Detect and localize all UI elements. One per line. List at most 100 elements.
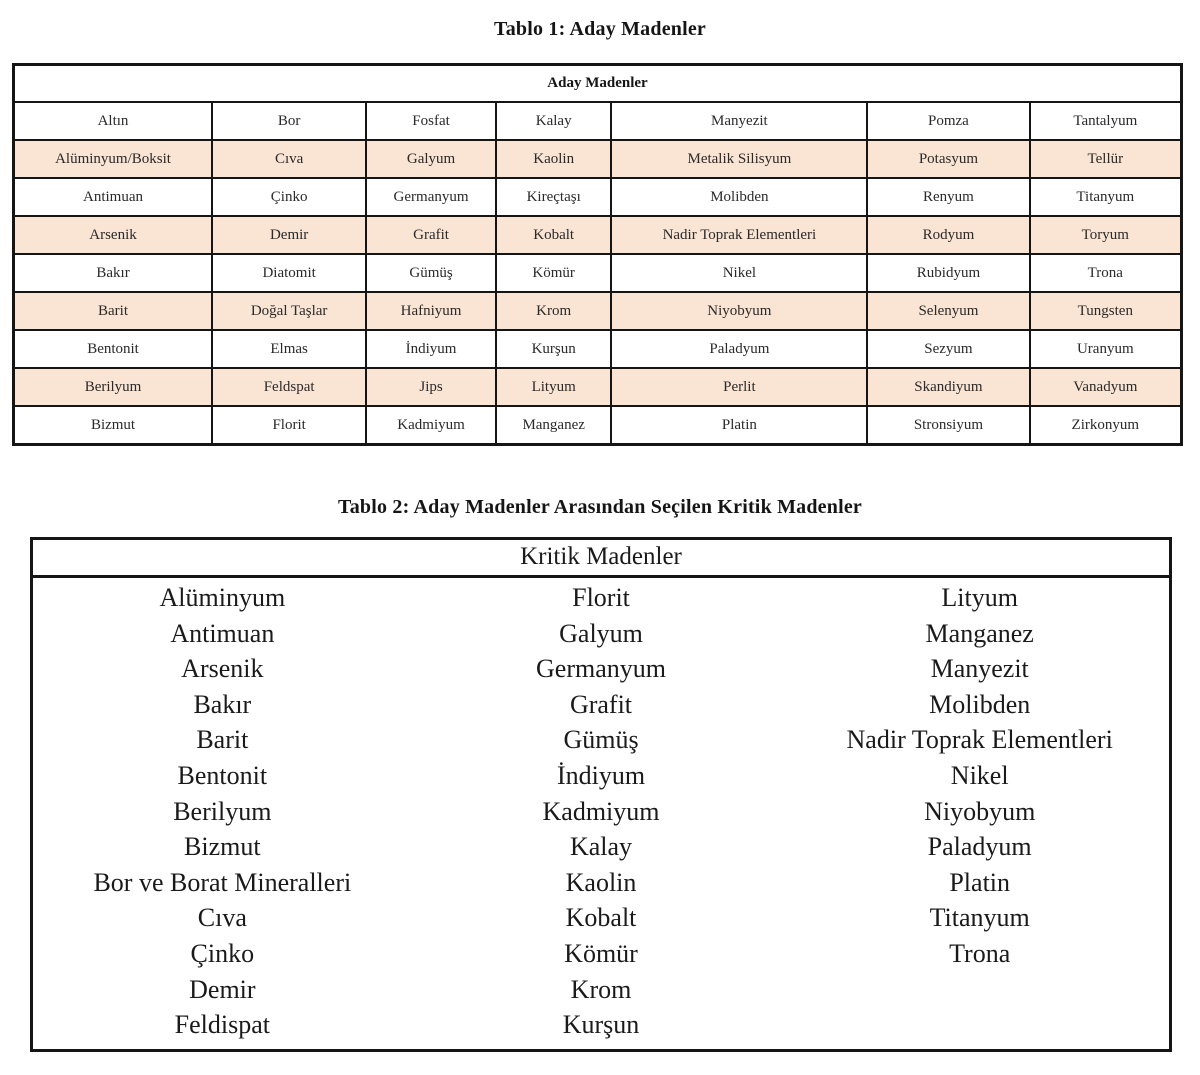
mineral-cell: Hafniyum xyxy=(365,291,497,331)
mineral-item: Trona xyxy=(949,938,1011,968)
mineral-item: Kurşun xyxy=(562,1010,640,1040)
mineral-cell: Demir xyxy=(211,215,368,255)
mineral-cell: Krom xyxy=(494,291,613,331)
mineral-cell: Sezyum xyxy=(866,329,1031,369)
mineral-item: Krom xyxy=(570,974,632,1004)
mineral-cell: Kurşun xyxy=(494,329,613,369)
mineral-cell: Potasyum xyxy=(866,139,1031,179)
mineral-cell: Uranyum xyxy=(1028,329,1183,369)
kritik-madenler-table: Kritik Madenler Alüminyum Antimuan Arsenik… xyxy=(30,537,1172,1052)
mineral-cell: Pomza xyxy=(866,101,1031,141)
mineral-item: Feldispat xyxy=(174,1010,270,1040)
kritik-column-1: Alüminyum Antimuan Arsenik Bakır Barit Benton… xyxy=(33,580,412,1043)
mineral-cell: Bentonit xyxy=(12,329,214,369)
mineral-cell: Trona xyxy=(1028,253,1183,293)
mineral-cell: Nikel xyxy=(610,253,869,293)
mineral-item: Bizmut xyxy=(184,832,261,862)
table2-title: Tablo 2: Aday Madenler Arasından Seçilen… xyxy=(337,496,862,518)
mineral-cell: Çinko xyxy=(211,177,368,217)
mineral-item: İndiyum xyxy=(556,760,646,790)
mineral-cell: Rubidyum xyxy=(866,253,1031,293)
mineral-cell: Bizmut xyxy=(12,405,214,446)
mineral-item: Molibden xyxy=(929,689,1031,719)
mineral-item: Germanyum xyxy=(536,654,666,684)
mineral-item: Niyobyum xyxy=(924,796,1036,826)
mineral-cell: Paladyum xyxy=(610,329,869,369)
mineral-cell: Titanyum xyxy=(1028,177,1183,217)
mineral-cell: Toryum xyxy=(1028,215,1183,255)
table1-header-row: Aday Madenler xyxy=(12,63,1183,103)
mineral-cell: Metalik Silisyum xyxy=(610,139,869,179)
mineral-cell: Germanyum xyxy=(365,177,497,217)
table1-row: Arsenik Demir Grafit Kobalt Nadir Toprak Ele… xyxy=(12,215,1183,255)
mineral-cell: Kireçtaşı xyxy=(494,177,613,217)
mineral-cell: Bakır xyxy=(12,253,214,293)
mineral-cell: Kömür xyxy=(494,253,613,293)
mineral-cell: Vanadyum xyxy=(1028,367,1183,407)
mineral-cell: Perlit xyxy=(610,367,869,407)
mineral-item: Cıva xyxy=(197,903,247,933)
mineral-cell: Molibden xyxy=(610,177,869,217)
mineral-cell: Zirkonyum xyxy=(1028,405,1183,446)
mineral-item: Gümüş xyxy=(563,725,639,755)
table1-row: Bentonit Elmas İndiyum Kurşun Paladyum Sezyum… xyxy=(12,329,1183,369)
mineral-cell: Tantalyum xyxy=(1028,101,1183,141)
mineral-cell: Kaolin xyxy=(494,139,613,179)
mineral-cell: Alüminyum/Boksit xyxy=(12,139,214,179)
kritik-column-3: Lityum Manganez Manyezit Molibden Nadir Topr… xyxy=(790,580,1169,1043)
table1-header-cell: Aday Madenler xyxy=(12,63,1183,103)
table1-row: Alüminyum/Boksit Cıva Galyum Kaolin Metalik … xyxy=(12,139,1183,179)
table1-row: Altın Bor Fosfat Kalay Manyezit Pomza Tantalyu… xyxy=(12,101,1183,141)
mineral-cell: Berilyum xyxy=(12,367,214,407)
mineral-cell: Diatomit xyxy=(211,253,368,293)
mineral-cell: Lityum xyxy=(494,367,613,407)
mineral-item: Antimuan xyxy=(170,618,275,648)
table1-row: Berilyum Feldspat Jips Lityum Perlit Skandiyu… xyxy=(12,367,1183,407)
mineral-cell: Jips xyxy=(365,367,497,407)
mineral-item: Nikel xyxy=(950,760,1009,790)
mineral-cell: Platin xyxy=(610,405,869,446)
kritik-columns-wrap: Alüminyum Antimuan Arsenik Bakır Barit Benton… xyxy=(33,578,1169,1049)
table1-row: Barit Doğal Taşlar Hafniyum Krom Niyobyum Sel… xyxy=(12,291,1183,331)
mineral-item: Titanyum xyxy=(929,903,1030,933)
mineral-item: Bor ve Borat Mineralleri xyxy=(93,867,352,897)
mineral-item: Arsenik xyxy=(181,654,264,684)
mineral-cell: Manyezit xyxy=(610,101,869,141)
mineral-cell: Arsenik xyxy=(12,215,214,255)
mineral-item: Nadir Toprak Elementleri xyxy=(846,725,1113,755)
mineral-cell: Tellür xyxy=(1028,139,1183,179)
mineral-cell: Cıva xyxy=(211,139,368,179)
mineral-item: Kobalt xyxy=(565,903,637,933)
mineral-item: Barit xyxy=(196,725,249,755)
table1-row: Antimuan Çinko Germanyum Kireçtaşı Molibden R… xyxy=(12,177,1183,217)
mineral-cell: Kobalt xyxy=(494,215,613,255)
mineral-item: Kömür xyxy=(564,938,638,968)
kritik-column-2: Florit Galyum Germanyum Grafit Gümüş İndiyum K… xyxy=(412,580,791,1043)
mineral-cell: Galyum xyxy=(365,139,497,179)
aday-madenler-table: Aday Madenler Altın Bor Fosfat Kalay Manyezi… xyxy=(12,63,1183,446)
mineral-cell: Selenyum xyxy=(866,291,1031,331)
mineral-cell: Florit xyxy=(211,405,368,446)
mineral-item: Demir xyxy=(189,974,256,1004)
mineral-cell: Barit xyxy=(12,291,214,331)
mineral-cell: Renyum xyxy=(866,177,1031,217)
mineral-cell: Skandiyum xyxy=(866,367,1031,407)
mineral-cell: Altın xyxy=(12,101,214,141)
mineral-item: Bakır xyxy=(193,689,252,719)
mineral-item: Çinko xyxy=(190,938,255,968)
table1-body: Altın Bor Fosfat Kalay Manyezit Pomza Tantalyu… xyxy=(12,101,1183,446)
mineral-cell: Feldspat xyxy=(211,367,368,407)
mineral-cell: İndiyum xyxy=(365,329,497,369)
mineral-item: Alüminyum xyxy=(159,583,286,612)
table1-title: Tablo 1: Aday Madenler xyxy=(493,18,707,40)
mineral-cell: Kadmiyum xyxy=(365,405,497,446)
mineral-cell: Manganez xyxy=(494,405,613,446)
table2-header-cell: Kritik Madenler xyxy=(33,540,1169,578)
mineral-item: Kadmiyum xyxy=(542,796,660,826)
mineral-item: Berilyum xyxy=(173,796,272,826)
mineral-item: Florit xyxy=(572,583,630,612)
mineral-cell: Gümüş xyxy=(365,253,497,293)
mineral-cell: Bor xyxy=(211,101,368,141)
mineral-cell: Nadir Toprak Elementleri xyxy=(610,215,869,255)
